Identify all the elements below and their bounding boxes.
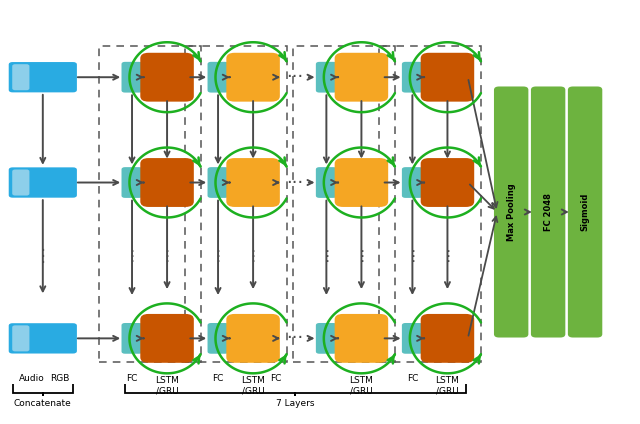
- FancyBboxPatch shape: [207, 167, 228, 198]
- FancyBboxPatch shape: [12, 325, 29, 351]
- Text: ⋮: ⋮: [35, 247, 51, 265]
- FancyBboxPatch shape: [140, 314, 194, 363]
- Text: LSTM
/GRU: LSTM /GRU: [155, 376, 179, 396]
- FancyBboxPatch shape: [420, 314, 474, 363]
- FancyBboxPatch shape: [12, 170, 29, 195]
- FancyBboxPatch shape: [227, 53, 280, 102]
- Text: FC: FC: [406, 374, 418, 383]
- FancyBboxPatch shape: [140, 53, 194, 102]
- FancyBboxPatch shape: [9, 62, 77, 92]
- Text: Audio: Audio: [19, 374, 45, 383]
- Bar: [293, 46, 395, 362]
- FancyBboxPatch shape: [402, 323, 423, 354]
- FancyBboxPatch shape: [420, 53, 474, 102]
- FancyBboxPatch shape: [531, 86, 565, 338]
- Text: ⋮: ⋮: [159, 249, 175, 264]
- Text: ···: ···: [286, 173, 303, 192]
- FancyBboxPatch shape: [207, 323, 228, 354]
- Text: ⋮: ⋮: [440, 249, 455, 264]
- FancyBboxPatch shape: [402, 62, 423, 92]
- FancyBboxPatch shape: [316, 323, 337, 354]
- FancyBboxPatch shape: [402, 167, 423, 198]
- Text: FC: FC: [126, 374, 138, 383]
- FancyBboxPatch shape: [122, 62, 143, 92]
- Text: ⋮: ⋮: [211, 249, 226, 264]
- Text: ⋮: ⋮: [404, 249, 420, 264]
- Bar: [379, 46, 481, 362]
- FancyBboxPatch shape: [227, 158, 280, 207]
- FancyBboxPatch shape: [227, 314, 280, 363]
- Text: 7 Layers: 7 Layers: [276, 399, 315, 408]
- Text: FC: FC: [269, 374, 281, 383]
- Text: ⋮: ⋮: [354, 249, 369, 264]
- Bar: [99, 46, 200, 362]
- FancyBboxPatch shape: [122, 323, 143, 354]
- Text: Concatenate: Concatenate: [14, 399, 72, 408]
- FancyBboxPatch shape: [12, 64, 29, 90]
- Text: ⋮: ⋮: [319, 249, 334, 264]
- FancyBboxPatch shape: [420, 158, 474, 207]
- FancyBboxPatch shape: [9, 323, 77, 354]
- Text: FC 2048: FC 2048: [543, 193, 552, 231]
- Text: ⋮: ⋮: [246, 249, 260, 264]
- FancyBboxPatch shape: [140, 158, 194, 207]
- Text: LSTM
/GRU: LSTM /GRU: [349, 376, 373, 396]
- FancyBboxPatch shape: [316, 167, 337, 198]
- Text: LSTM
/GRU: LSTM /GRU: [435, 376, 460, 396]
- FancyBboxPatch shape: [335, 314, 388, 363]
- FancyBboxPatch shape: [9, 167, 77, 198]
- FancyBboxPatch shape: [335, 53, 388, 102]
- Text: RGB: RGB: [50, 374, 70, 383]
- Text: ···: ···: [286, 68, 303, 86]
- Text: ⋮: ⋮: [124, 249, 140, 264]
- Text: Sigmoid: Sigmoid: [580, 193, 589, 231]
- Text: LSTM
/GRU: LSTM /GRU: [241, 376, 265, 396]
- Bar: [184, 46, 287, 362]
- FancyBboxPatch shape: [494, 86, 529, 338]
- Text: FC: FC: [212, 374, 224, 383]
- Text: ···: ···: [286, 329, 303, 347]
- FancyBboxPatch shape: [316, 62, 337, 92]
- FancyBboxPatch shape: [207, 62, 228, 92]
- Text: Max Pooling: Max Pooling: [507, 183, 516, 241]
- FancyBboxPatch shape: [568, 86, 602, 338]
- FancyBboxPatch shape: [122, 167, 143, 198]
- FancyBboxPatch shape: [335, 158, 388, 207]
